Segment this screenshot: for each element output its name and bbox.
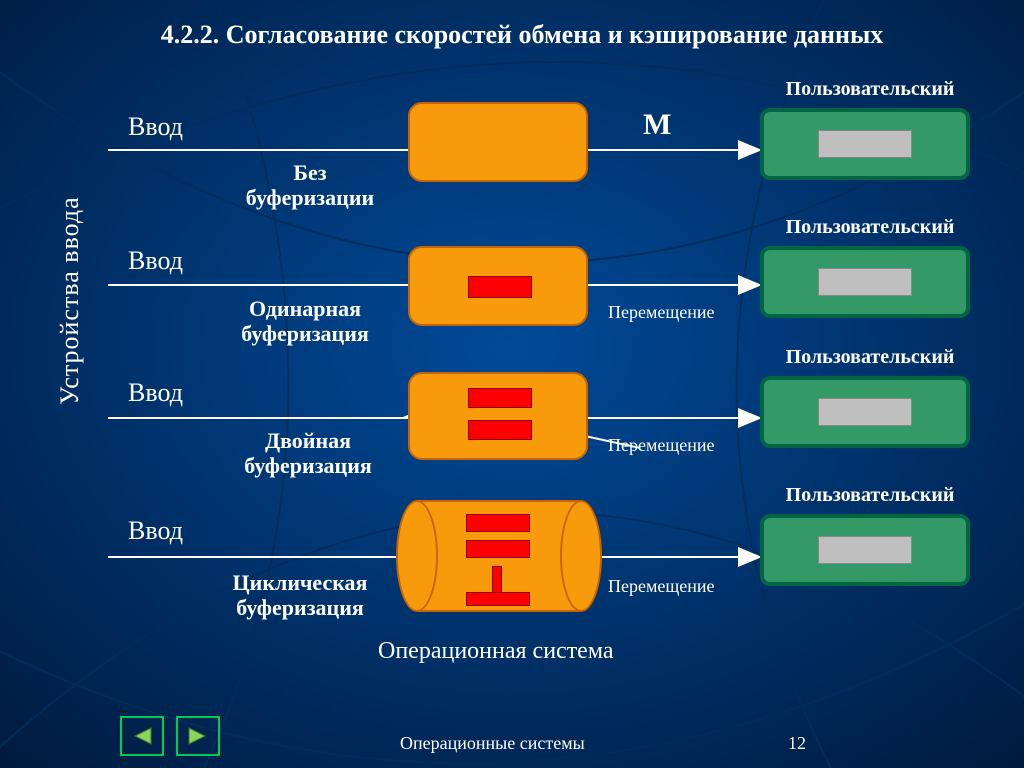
row2-move-label: Перемещение xyxy=(608,302,714,323)
row3-buffer-2 xyxy=(468,420,532,440)
row2-input-label: Ввод xyxy=(128,246,183,276)
footer-center: Операционные системы xyxy=(400,733,585,754)
row2-proc-inner xyxy=(818,268,912,296)
os-caption: Операционная система xyxy=(378,638,614,665)
row3-input-label: Ввод xyxy=(128,378,183,408)
row3-caption: Двойнаябуферизация xyxy=(218,428,398,479)
vertical-axis-label: Устройства ввода xyxy=(55,196,85,405)
row1-proc-box xyxy=(760,108,970,180)
prev-slide-button[interactable] xyxy=(120,716,164,756)
row2-caption: Одинарнаябуферизация xyxy=(210,296,400,347)
row2-proc-box xyxy=(760,246,970,318)
row3-buffer-1 xyxy=(468,388,532,408)
next-slide-button[interactable] xyxy=(176,716,220,756)
row4-caption: Циклическаябуферизация xyxy=(200,570,400,621)
row2-os-box xyxy=(408,246,588,326)
row2-buffer xyxy=(468,276,532,298)
row4-drum-cap-right xyxy=(560,500,602,612)
row1-input-label: Ввод xyxy=(128,112,183,142)
row1-os-box xyxy=(408,102,588,182)
row4-buffer-3 xyxy=(466,592,530,606)
row3-os-box xyxy=(408,372,588,460)
row4-proc-box xyxy=(760,514,970,586)
arrow-right-icon xyxy=(185,724,211,748)
row4-input-label: Ввод xyxy=(128,516,183,546)
letter-M: M xyxy=(643,108,671,142)
row4-os-drum-body xyxy=(418,500,580,612)
row4-drum-cap-left xyxy=(396,500,438,612)
row1-caption: Безбуферизации xyxy=(225,160,395,211)
row4-proc-inner xyxy=(818,536,912,564)
footer-page-number: 12 xyxy=(788,733,806,754)
row3-move-label: Перемещение xyxy=(608,435,714,456)
row1-proc-inner xyxy=(818,130,912,158)
row4-move-label: Перемещение xyxy=(608,576,714,597)
row3-proc-box xyxy=(760,376,970,448)
row3-proc-inner xyxy=(818,398,912,426)
slide-title: 4.2.2. Согласование скоростей обмена и к… xyxy=(80,18,964,52)
row4-buffer-2 xyxy=(466,540,530,558)
arrow-left-icon xyxy=(129,724,155,748)
row4-buffer-1 xyxy=(466,514,530,532)
